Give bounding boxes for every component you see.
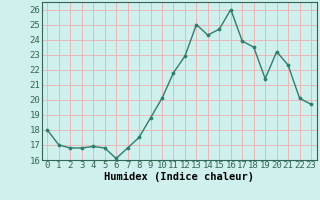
X-axis label: Humidex (Indice chaleur): Humidex (Indice chaleur) bbox=[104, 172, 254, 182]
